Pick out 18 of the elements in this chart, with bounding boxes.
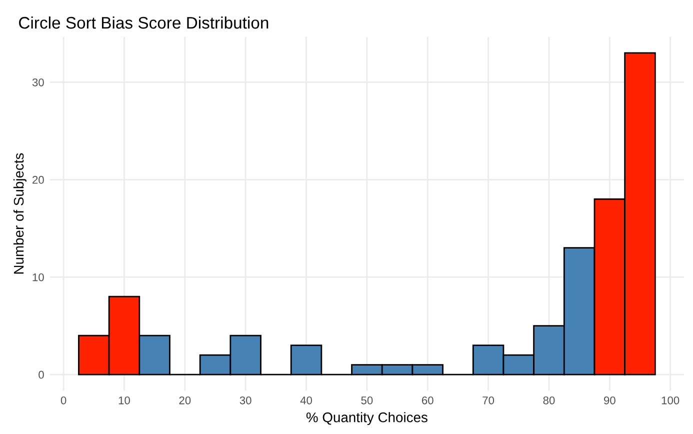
y-axis-title: Number of Subjects — [13, 153, 26, 274]
x-tick-label: 90 — [604, 396, 616, 404]
x-axis-title: % Quantity Choices — [306, 412, 428, 426]
y-tick-label: 10 — [32, 273, 44, 282]
x-tick-label: 20 — [179, 396, 191, 404]
x-tick-label: 60 — [422, 396, 434, 404]
x-tick-label: 50 — [361, 396, 373, 404]
y-tick-label: 30 — [32, 78, 44, 86]
x-tick-label: 30 — [240, 396, 252, 404]
x-tick-label: 40 — [300, 396, 312, 404]
chart-title: Circle Sort Bias Score Distribution — [19, 16, 268, 29]
x-tick-label: 0 — [60, 396, 66, 404]
x-tick-label: 70 — [482, 396, 494, 404]
x-tick-label: 100 — [662, 396, 680, 404]
x-tick-label: 80 — [543, 396, 555, 404]
x-tick-label: 10 — [118, 396, 130, 404]
y-tick-label: 0 — [38, 370, 44, 379]
y-tick-label: 20 — [32, 176, 44, 184]
